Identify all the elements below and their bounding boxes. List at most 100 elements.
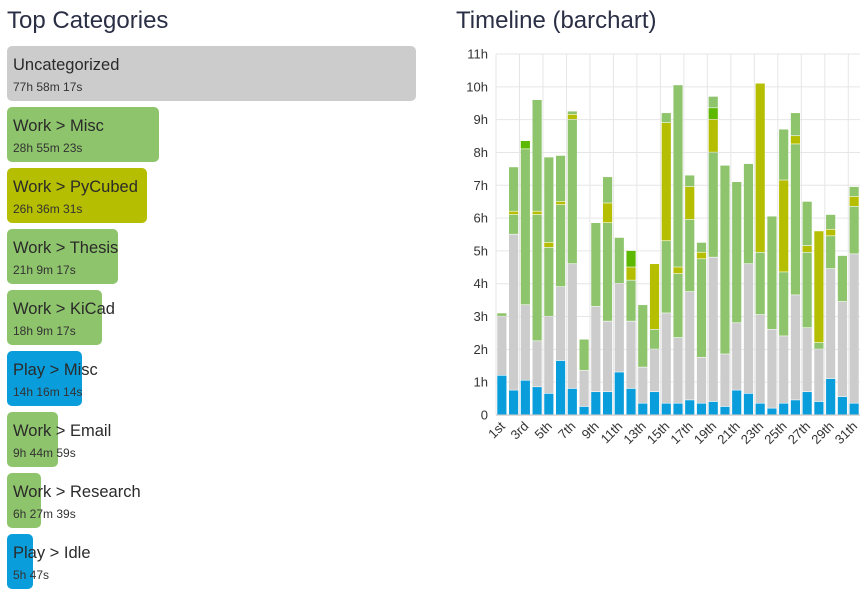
bar-segment-blue (556, 360, 566, 415)
category-item[interactable]: Work > Misc 28h 55m 23s (7, 107, 427, 162)
bar-segment-blue (544, 393, 554, 415)
bar-segment-blue (790, 400, 800, 415)
category-item[interactable]: Work > Email 9h 44m 59s (7, 412, 427, 467)
bar-segment-gray (579, 370, 589, 407)
category-item[interactable]: Uncategorized 77h 58m 17s (7, 46, 427, 101)
x-tick-label: 11th (598, 419, 626, 447)
category-name: Work > PyCubed (13, 178, 138, 196)
bar-segment-green (849, 206, 859, 254)
bar-segment-blue (614, 372, 624, 415)
top-categories-panel: Top Categories Uncategorized 77h 58m 17s W… (0, 0, 430, 594)
bar-segment-green (661, 241, 671, 313)
top-categories-title: Top Categories (7, 7, 169, 34)
x-tick-label: 15th (644, 419, 673, 448)
bar-segment-lime (708, 108, 718, 120)
bar-segment-green (509, 167, 519, 211)
category-bar (7, 351, 82, 406)
x-tick-label: 23th (738, 419, 767, 448)
bar-segment-green (837, 255, 847, 302)
category-item[interactable]: Work > Thesis 21h 9m 17s (7, 229, 427, 284)
day-bar-3 (520, 140, 530, 415)
bar-segment-olive (567, 114, 577, 120)
y-tick-label: 10h (466, 79, 488, 94)
bar-segment-gray (661, 313, 671, 403)
bar-segment-olive (509, 211, 519, 215)
category-item[interactable]: Work > KiCad 18h 9m 17s (7, 290, 427, 345)
bar-segment-olive (755, 83, 765, 252)
bar-segment-blue (497, 375, 507, 415)
bar-segment-blue (720, 406, 730, 415)
x-tick-label: 21th (714, 419, 743, 448)
bar-segment-olive (626, 267, 636, 280)
day-bar-23 (755, 83, 765, 415)
bar-segment-blue (661, 403, 671, 415)
day-bar-1 (497, 313, 507, 415)
category-duration: 26h 36m 31s (13, 202, 83, 216)
category-item[interactable]: Play > Misc 14h 16m 14s (7, 351, 427, 406)
category-item[interactable]: Work > PyCubed 26h 36m 31s (7, 168, 427, 223)
y-tick-label: 9h (474, 112, 488, 127)
category-duration: 28h 55m 23s (13, 141, 83, 155)
bar-segment-gray (755, 314, 765, 403)
bar-segment-green (497, 313, 507, 316)
bar-segment-olive (649, 264, 660, 330)
day-bar-17 (685, 175, 695, 415)
bar-segment-green (673, 85, 683, 267)
y-tick-label: 11h (467, 47, 488, 62)
bar-segment-blue (849, 403, 859, 415)
bar-segment-green (532, 99, 542, 211)
bar-segment-green (814, 342, 824, 349)
timeline-barchart: 0 1h 2h 3h 4h 5h 6h 7h 8h 9h 10h 11h 1st 3rd 5th 7th 9th… (466, 47, 860, 448)
bar-segment-green (556, 204, 566, 287)
category-bar (7, 290, 103, 345)
category-item[interactable]: Work > Research 6h 27m 39s (7, 473, 427, 528)
x-tick-label: 25th (761, 419, 790, 448)
bar-segment-olive (602, 203, 613, 223)
day-bar-10 (602, 177, 613, 415)
category-bar (7, 473, 41, 528)
category-name: Uncategorized (13, 56, 120, 74)
category-bar (7, 107, 159, 162)
bar-segment-olive (849, 196, 859, 207)
category-bar (7, 46, 416, 101)
category-duration: 5h 47s (13, 568, 50, 582)
y-tick-label: 7h (474, 178, 488, 193)
bar-segment-green (649, 329, 660, 349)
bar-segment-green (626, 280, 636, 321)
bar-segment-gray (779, 336, 789, 403)
category-duration: 9h 44m 59s (13, 446, 76, 460)
bar-segment-olive (790, 136, 800, 144)
day-bar-28 (814, 231, 824, 415)
day-bar-15 (661, 113, 671, 415)
bar-segment-lime (520, 140, 530, 149)
bar-segment-olive (544, 242, 554, 248)
category-name: Work > Misc (13, 117, 104, 135)
bar-segment-gray (743, 264, 754, 394)
x-tick-label: 17th (667, 419, 696, 448)
bar-segment-blue (602, 392, 613, 415)
day-bar-8 (579, 339, 589, 415)
bar-segment-gray (626, 321, 636, 389)
y-tick-label: 2h (474, 342, 488, 357)
bar-segment-green (720, 165, 730, 354)
y-tick-label: 8h (474, 145, 488, 160)
day-bar-6 (556, 155, 566, 415)
category-bar (7, 229, 118, 284)
bar-segment-green (661, 113, 671, 123)
day-bar-27 (802, 201, 812, 415)
bar-segment-blue (755, 403, 765, 415)
bar-segment-green (743, 163, 754, 264)
bar-segment-gray (685, 291, 695, 400)
day-bar-19 (708, 96, 718, 415)
category-item[interactable]: Play > Idle 5h 47s (7, 534, 427, 589)
category-duration: 77h 58m 17s (13, 80, 83, 94)
bar-segment-olive (673, 267, 683, 274)
bar-segment-blue (685, 400, 695, 415)
bar-segment-gray (591, 306, 601, 392)
bar-segment-blue (732, 390, 742, 415)
x-tick-label: 13th (620, 419, 649, 448)
day-bar-24 (767, 216, 777, 415)
bar-segment-green (696, 259, 707, 357)
bar-segment-blue (779, 403, 789, 415)
